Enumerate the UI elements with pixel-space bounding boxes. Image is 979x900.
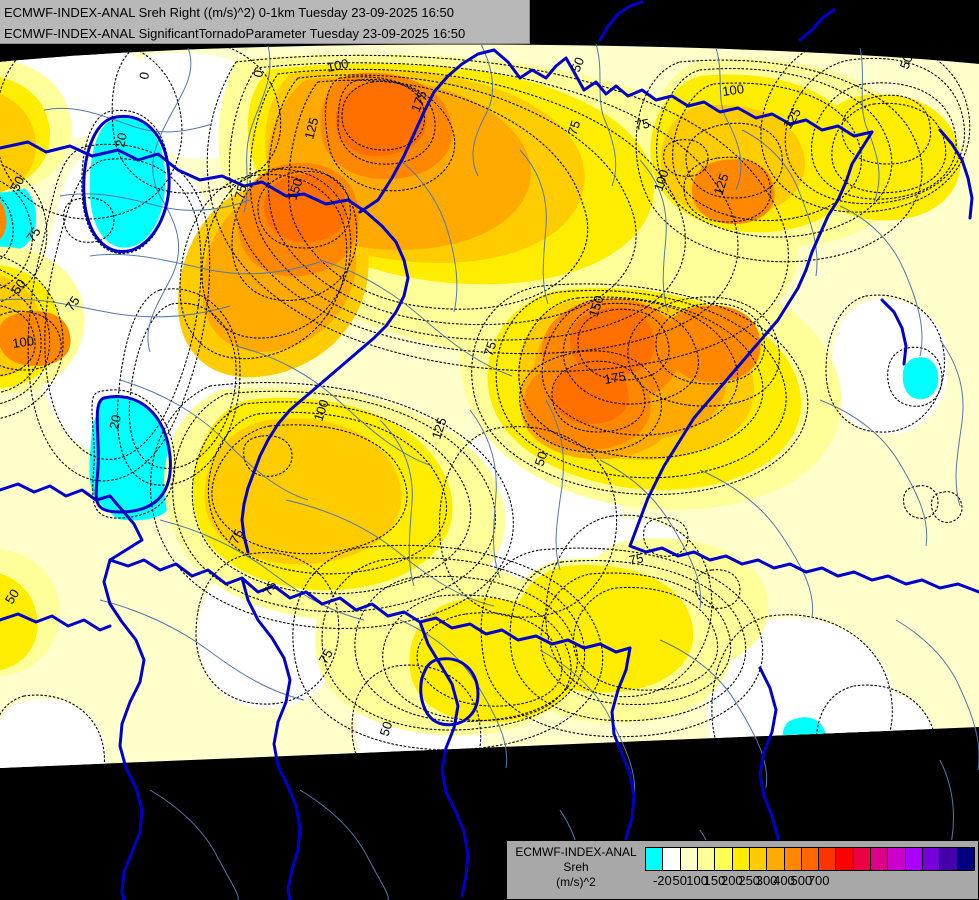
legend-tick-250: 250 [738, 873, 761, 888]
legend-swatch-7[interactable] [767, 848, 785, 870]
legend-swatch-17[interactable] [940, 848, 958, 870]
legend-tick-500: 500 [790, 873, 813, 888]
legend-color-bar[interactable] [645, 847, 975, 871]
legend-tick-150: 150 [703, 873, 726, 888]
legend-swatch-1[interactable] [663, 848, 681, 870]
legend-swatch-8[interactable] [784, 848, 802, 870]
legend-tick-100: 100 [686, 873, 708, 888]
legend-swatch-0[interactable] [646, 848, 664, 870]
legend-tick-300: 300 [755, 873, 778, 888]
title-line-1: ECMWF-INDEX-ANAL Sreh Right ((m/s)^2) 0-… [4, 5, 454, 20]
legend-swatch-5[interactable] [732, 848, 750, 870]
legend-swatch-13[interactable] [871, 848, 889, 870]
legend-title-units: (m/s)^2 [556, 875, 596, 889]
legend-swatch-9[interactable] [801, 848, 820, 870]
legend-swatch-15[interactable] [905, 848, 923, 870]
rivers-group [0, 41, 979, 900]
legend-tick--20: -20 [652, 873, 672, 888]
legend-title-block: ECMWF-INDEX-ANAL Sreh (m/s)^2 [511, 845, 641, 890]
legend-title-model: ECMWF-INDEX-ANAL [515, 845, 637, 859]
legend-swatch-16[interactable] [923, 848, 941, 870]
legend-swatch-12[interactable] [853, 848, 872, 870]
legend-swatch-4[interactable] [715, 848, 733, 870]
colorbar-legend: ECMWF-INDEX-ANAL Sreh (m/s)^2 -20 50 100 15… [506, 840, 979, 900]
legend-swatch-6[interactable] [749, 848, 768, 870]
legend-tick-400: 400 [773, 873, 795, 888]
legend-title-param: Sreh [563, 860, 589, 874]
legend-swatch-14[interactable] [888, 848, 906, 870]
title-line-2: ECMWF-INDEX-ANAL SignificantTornadoParam… [4, 26, 466, 41]
legend-tick-row: -20 50 100 150 200 250 300 400 500 700 [645, 873, 975, 893]
band-peak-orange [264, 81, 655, 424]
legend-swatch-3[interactable] [697, 848, 716, 870]
legend-tick-200: 200 [720, 873, 743, 888]
legend-swatch-10[interactable] [819, 848, 837, 870]
legend-tick-50: 50 [672, 873, 687, 888]
legend-tick-700: 700 [807, 873, 830, 888]
title-bar: ECMWF-INDEX-ANAL Sreh Right ((m/s)^2) 0-… [0, 0, 530, 44]
legend-bar-wrapper: -20 50 100 150 200 250 300 400 500 700 [645, 847, 975, 893]
legend-swatch-11[interactable] [836, 848, 854, 870]
legend-swatch-18[interactable] [957, 848, 974, 870]
legend-swatch-2[interactable] [680, 848, 698, 870]
contour-lines-group [0, 44, 971, 768]
